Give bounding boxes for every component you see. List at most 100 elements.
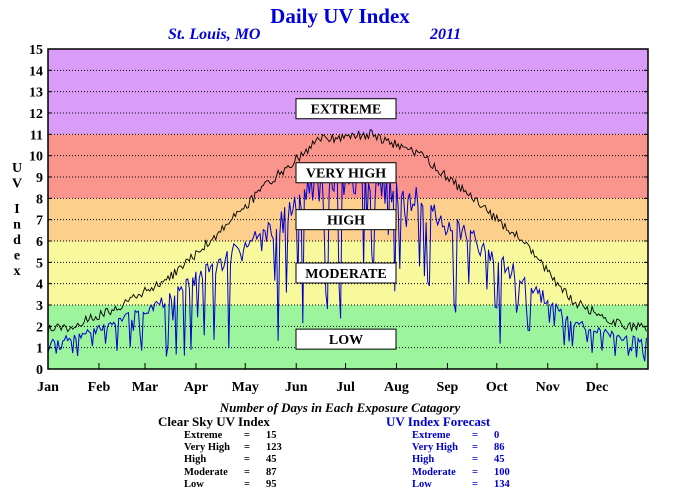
x-tick-label: Dec <box>586 380 609 395</box>
stat-label: High <box>412 454 435 466</box>
stat-eq: = <box>244 430 250 441</box>
stat-row: Low = 95 <box>184 479 282 491</box>
forecast-header: UV Index Forecast <box>386 414 491 429</box>
chart-title: Daily UV Index <box>270 4 410 28</box>
stat-label: Very High <box>184 442 230 454</box>
band-label: VERY HIGH <box>306 167 386 182</box>
band-label-box <box>295 262 397 284</box>
y-tick-label: 15 <box>29 43 43 58</box>
y-tick-label: 3 <box>36 299 43 314</box>
y-axis-label-letter: e <box>14 249 20 264</box>
stat-row: Moderate = 100 <box>412 467 510 479</box>
stats-title: Number of Days in Each Exposure Catagory <box>219 400 461 415</box>
stat-value: 87 <box>266 466 277 478</box>
y-tick-label: 9 <box>36 171 43 186</box>
stat-eq: = <box>472 430 478 441</box>
stat-label: Low <box>184 478 204 490</box>
stat-row: Very High = 123 <box>184 442 282 454</box>
y-axis-label-letter: n <box>13 218 21 233</box>
x-tick-label: Apr <box>184 380 208 395</box>
stat-label: Extreme <box>412 430 451 441</box>
band-label: HIGH <box>327 214 365 229</box>
band-label-box <box>295 162 397 184</box>
stat-eq: = <box>244 466 250 478</box>
x-tick-label: Jan <box>37 380 59 395</box>
stat-eq: = <box>472 478 478 490</box>
y-tick-label: 0 <box>36 363 43 378</box>
x-axis-ticks: Jan Feb Mar Apr May Jun Jul Aug Sep Oct Nov Dec <box>37 363 608 395</box>
stat-eq: = <box>244 454 250 466</box>
stat-eq: = <box>472 454 478 466</box>
stat-row: Very High = 86 <box>412 442 510 454</box>
forecast-stats: UV Index Forecast Extreme = 0 Very High = 86… <box>386 414 510 491</box>
y-tick-label: 6 <box>36 235 43 250</box>
y-tick-label: 4 <box>36 278 43 293</box>
stat-value: 45 <box>266 454 277 466</box>
stat-label: Moderate <box>412 466 456 478</box>
y-tick-label: 10 <box>29 150 43 165</box>
stat-row: Low = 134 <box>412 479 510 491</box>
clear-sky-line <box>47 129 647 334</box>
stat-value: 0 <box>494 430 500 441</box>
band-label-box <box>295 328 397 350</box>
stat-row: High = 45 <box>412 454 510 466</box>
stat-row: High = 45 <box>184 454 282 466</box>
x-tick-label: Jul <box>336 380 355 395</box>
y-axis-label-letter: x <box>14 264 21 279</box>
y-tick-label: 12 <box>29 107 43 122</box>
stat-row: Moderate = 87 <box>184 467 282 479</box>
x-tick-label: May <box>232 380 259 395</box>
stat-value: 134 <box>494 478 510 490</box>
x-tick-label: Mar <box>132 380 158 395</box>
y-axis-label-letter: d <box>13 233 21 248</box>
stat-value: 86 <box>494 442 505 454</box>
band-label: MODERATE <box>305 267 386 282</box>
clear-sky-series <box>47 129 647 334</box>
stat-label: Moderate <box>184 466 228 478</box>
band-label: EXTREME <box>311 103 382 118</box>
band-label-box <box>295 98 397 120</box>
clear-sky-table: Extreme = 15 Very High = 123 High = 45 Moderat… <box>184 430 282 491</box>
chart-year: 2011 <box>430 26 462 43</box>
y-tick-label: 13 <box>29 86 43 101</box>
x-tick-label: Oct <box>486 380 508 395</box>
clear-sky-stats: Clear Sky UV Index Extreme = 15 Very High =… <box>158 414 282 491</box>
y-tick-label: 5 <box>36 256 43 271</box>
x-tick-label: Sep <box>437 380 459 395</box>
stat-label: Very High <box>412 442 458 454</box>
stat-label: Extreme <box>184 430 223 441</box>
stat-value: 100 <box>494 466 510 478</box>
stat-value: 123 <box>266 442 282 454</box>
stat-eq: = <box>244 442 250 454</box>
stat-eq: = <box>472 466 478 478</box>
stat-label: Low <box>412 478 432 490</box>
x-tick-label: Jun <box>285 380 308 395</box>
y-tick-label: 8 <box>36 192 43 207</box>
y-tick-label: 7 <box>36 214 43 229</box>
band-labels: EXTREME VERY HIGH HIGH MODERATE LOW <box>295 98 397 350</box>
stat-row: Extreme = 15 <box>184 430 282 442</box>
forecast-table: Extreme = 0 Very High = 86 High = 45 Moderate =… <box>412 430 510 491</box>
y-tick-label: 11 <box>30 128 43 143</box>
x-tick-label: Nov <box>536 380 560 395</box>
stat-eq: = <box>472 442 478 454</box>
y-tick-label: 2 <box>36 320 43 335</box>
y-tick-label: 1 <box>36 342 43 357</box>
stat-value: 15 <box>266 430 277 441</box>
x-tick-label: Aug <box>384 380 409 395</box>
stat-row: Extreme = 0 <box>412 430 510 442</box>
clear-sky-header: Clear Sky UV Index <box>158 414 270 429</box>
stat-value: 95 <box>266 478 277 490</box>
y-axis-label-letter: V <box>12 177 22 192</box>
chart-location: St. Louis, MO <box>168 26 261 43</box>
y-axis-label-letter: I <box>14 202 19 217</box>
stat-label: High <box>184 454 207 466</box>
stat-value: 45 <box>494 454 505 466</box>
x-tick-label: Feb <box>88 380 111 395</box>
exposure-bands <box>48 49 648 369</box>
y-axis-label-letter: U <box>12 161 22 176</box>
y-tick-label: 14 <box>29 64 43 79</box>
